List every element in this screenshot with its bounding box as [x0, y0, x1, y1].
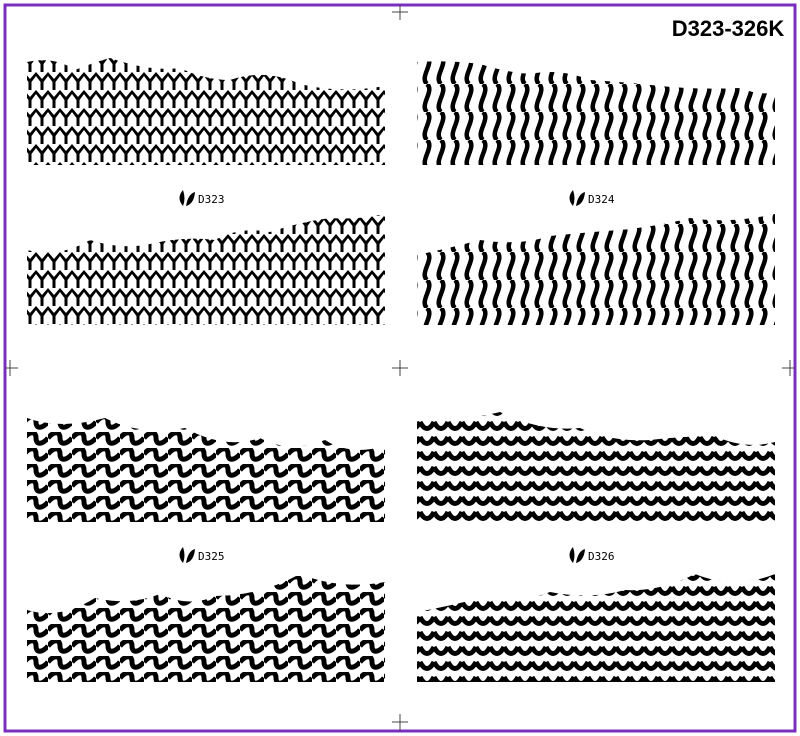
design-label: D326 [569, 547, 615, 563]
design-label: D323 [179, 190, 225, 206]
crop-marks [5, 5, 795, 731]
sticker-strip [27, 574, 385, 682]
sticker-strip [417, 574, 775, 682]
design-label: D324 [569, 190, 615, 206]
design-code: D326 [588, 550, 615, 563]
sticker-strip [27, 214, 385, 325]
design-code: D325 [198, 550, 225, 563]
design-label: D325 [179, 547, 225, 563]
design-code: D324 [588, 193, 615, 206]
sheet-code: D323-326K [672, 16, 785, 41]
sticker-strip [27, 418, 385, 522]
sticker-strip [417, 61, 775, 166]
sticker-strip [417, 412, 775, 522]
sticker-strip [417, 214, 775, 325]
design-code: D323 [198, 193, 225, 206]
sticker-strip [27, 58, 385, 165]
